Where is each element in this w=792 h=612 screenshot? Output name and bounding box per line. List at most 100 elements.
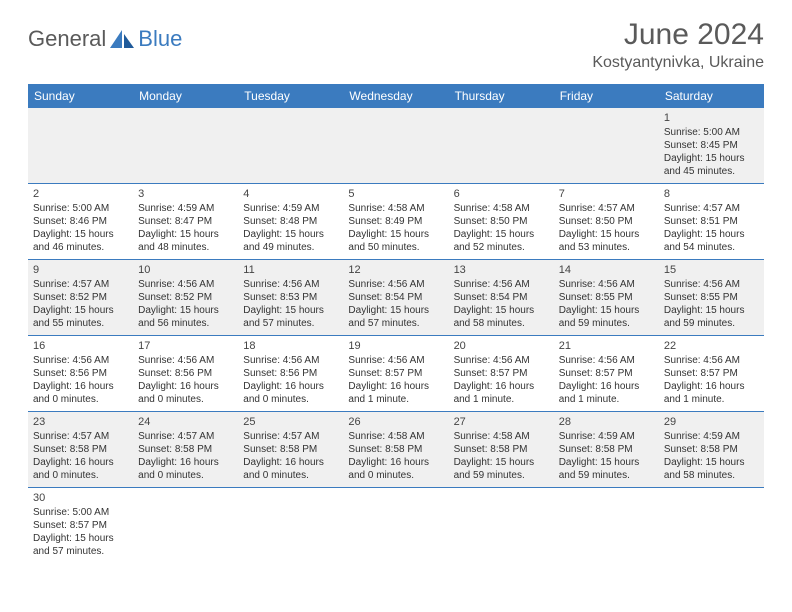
- sunrise-line: Sunrise: 5:00 AM: [33, 506, 128, 519]
- daylight-line: Daylight: 15 hours and 55 minutes.: [33, 304, 128, 330]
- calendar-day-cell: 12Sunrise: 4:56 AMSunset: 8:54 PMDayligh…: [343, 260, 448, 336]
- calendar-week-row: 2Sunrise: 5:00 AMSunset: 8:46 PMDaylight…: [28, 184, 764, 260]
- calendar-day-cell: 21Sunrise: 4:56 AMSunset: 8:57 PMDayligh…: [554, 336, 659, 412]
- daylight-line: Daylight: 16 hours and 0 minutes.: [33, 380, 128, 406]
- calendar-day-cell: 22Sunrise: 4:56 AMSunset: 8:57 PMDayligh…: [659, 336, 764, 412]
- sunset-line: Sunset: 8:57 PM: [348, 367, 443, 380]
- day-number: 14: [559, 263, 654, 277]
- day-number: 4: [243, 187, 338, 201]
- sunset-line: Sunset: 8:57 PM: [33, 519, 128, 532]
- sunset-line: Sunset: 8:52 PM: [138, 291, 233, 304]
- calendar-day-cell: 19Sunrise: 4:56 AMSunset: 8:57 PMDayligh…: [343, 336, 448, 412]
- sunset-line: Sunset: 8:51 PM: [664, 215, 759, 228]
- calendar-day-cell: 9Sunrise: 4:57 AMSunset: 8:52 PMDaylight…: [28, 260, 133, 336]
- daylight-line: Daylight: 16 hours and 0 minutes.: [243, 380, 338, 406]
- calendar-day-cell: 28Sunrise: 4:59 AMSunset: 8:58 PMDayligh…: [554, 412, 659, 488]
- day-number: 15: [664, 263, 759, 277]
- calendar-day-cell: 26Sunrise: 4:58 AMSunset: 8:58 PMDayligh…: [343, 412, 448, 488]
- sunrise-line: Sunrise: 4:59 AM: [559, 430, 654, 443]
- day-number: 3: [138, 187, 233, 201]
- daylight-line: Daylight: 16 hours and 1 minute.: [348, 380, 443, 406]
- daylight-line: Daylight: 15 hours and 52 minutes.: [454, 228, 549, 254]
- daylight-line: Daylight: 15 hours and 58 minutes.: [454, 304, 549, 330]
- sunset-line: Sunset: 8:58 PM: [559, 443, 654, 456]
- weekday-header-row: SundayMondayTuesdayWednesdayThursdayFrid…: [28, 84, 764, 108]
- daylight-line: Daylight: 15 hours and 54 minutes.: [664, 228, 759, 254]
- logo: General Blue: [28, 26, 182, 52]
- sunrise-line: Sunrise: 4:57 AM: [33, 430, 128, 443]
- sunrise-line: Sunrise: 4:56 AM: [454, 278, 549, 291]
- sunset-line: Sunset: 8:53 PM: [243, 291, 338, 304]
- day-number: 26: [348, 415, 443, 429]
- day-number: 13: [454, 263, 549, 277]
- sunrise-line: Sunrise: 4:59 AM: [664, 430, 759, 443]
- sunset-line: Sunset: 8:50 PM: [454, 215, 549, 228]
- calendar-empty-cell: [449, 488, 554, 564]
- weekday-header: Saturday: [659, 84, 764, 108]
- sunrise-line: Sunrise: 4:57 AM: [664, 202, 759, 215]
- calendar-empty-cell: [343, 108, 448, 184]
- calendar-day-cell: 7Sunrise: 4:57 AMSunset: 8:50 PMDaylight…: [554, 184, 659, 260]
- location-label: Kostyantynivka, Ukraine: [592, 54, 764, 72]
- sunrise-line: Sunrise: 4:57 AM: [138, 430, 233, 443]
- calendar-week-row: 1Sunrise: 5:00 AMSunset: 8:45 PMDaylight…: [28, 108, 764, 184]
- day-number: 20: [454, 339, 549, 353]
- sunrise-line: Sunrise: 4:56 AM: [33, 354, 128, 367]
- calendar-empty-cell: [238, 108, 343, 184]
- daylight-line: Daylight: 15 hours and 45 minutes.: [664, 152, 759, 178]
- sunrise-line: Sunrise: 4:58 AM: [454, 202, 549, 215]
- sunrise-line: Sunrise: 4:58 AM: [348, 430, 443, 443]
- weekday-header: Sunday: [28, 84, 133, 108]
- sunrise-line: Sunrise: 4:59 AM: [243, 202, 338, 215]
- day-number: 22: [664, 339, 759, 353]
- calendar-empty-cell: [449, 108, 554, 184]
- calendar-day-cell: 2Sunrise: 5:00 AMSunset: 8:46 PMDaylight…: [28, 184, 133, 260]
- day-number: 19: [348, 339, 443, 353]
- calendar-day-cell: 27Sunrise: 4:58 AMSunset: 8:58 PMDayligh…: [449, 412, 554, 488]
- calendar-week-row: 30Sunrise: 5:00 AMSunset: 8:57 PMDayligh…: [28, 488, 764, 564]
- sunset-line: Sunset: 8:55 PM: [664, 291, 759, 304]
- daylight-line: Daylight: 15 hours and 59 minutes.: [559, 304, 654, 330]
- day-number: 30: [33, 491, 128, 505]
- daylight-line: Daylight: 16 hours and 0 minutes.: [348, 456, 443, 482]
- calendar-day-cell: 29Sunrise: 4:59 AMSunset: 8:58 PMDayligh…: [659, 412, 764, 488]
- sunset-line: Sunset: 8:58 PM: [454, 443, 549, 456]
- sunset-line: Sunset: 8:54 PM: [454, 291, 549, 304]
- day-number: 1: [664, 111, 759, 125]
- sunrise-line: Sunrise: 4:59 AM: [138, 202, 233, 215]
- day-number: 11: [243, 263, 338, 277]
- day-number: 8: [664, 187, 759, 201]
- sunrise-line: Sunrise: 4:56 AM: [243, 278, 338, 291]
- calendar-empty-cell: [28, 108, 133, 184]
- daylight-line: Daylight: 16 hours and 1 minute.: [664, 380, 759, 406]
- daylight-line: Daylight: 16 hours and 0 minutes.: [138, 456, 233, 482]
- sunset-line: Sunset: 8:56 PM: [243, 367, 338, 380]
- sunset-line: Sunset: 8:58 PM: [348, 443, 443, 456]
- day-number: 24: [138, 415, 233, 429]
- sunrise-line: Sunrise: 4:57 AM: [243, 430, 338, 443]
- calendar-week-row: 23Sunrise: 4:57 AMSunset: 8:58 PMDayligh…: [28, 412, 764, 488]
- sunset-line: Sunset: 8:48 PM: [243, 215, 338, 228]
- day-number: 27: [454, 415, 549, 429]
- calendar-empty-cell: [238, 488, 343, 564]
- sunrise-line: Sunrise: 4:56 AM: [454, 354, 549, 367]
- daylight-line: Daylight: 15 hours and 49 minutes.: [243, 228, 338, 254]
- daylight-line: Daylight: 15 hours and 58 minutes.: [664, 456, 759, 482]
- sunrise-line: Sunrise: 4:56 AM: [664, 278, 759, 291]
- calendar-day-cell: 14Sunrise: 4:56 AMSunset: 8:55 PMDayligh…: [554, 260, 659, 336]
- calendar-day-cell: 25Sunrise: 4:57 AMSunset: 8:58 PMDayligh…: [238, 412, 343, 488]
- sunset-line: Sunset: 8:56 PM: [138, 367, 233, 380]
- sunset-line: Sunset: 8:55 PM: [559, 291, 654, 304]
- calendar-empty-cell: [659, 488, 764, 564]
- sunset-line: Sunset: 8:45 PM: [664, 139, 759, 152]
- sunrise-line: Sunrise: 5:00 AM: [664, 126, 759, 139]
- header: General Blue June 2024 Kostyantynivka, U…: [28, 18, 764, 72]
- sunset-line: Sunset: 8:58 PM: [33, 443, 128, 456]
- day-number: 25: [243, 415, 338, 429]
- calendar-day-cell: 17Sunrise: 4:56 AMSunset: 8:56 PMDayligh…: [133, 336, 238, 412]
- daylight-line: Daylight: 15 hours and 59 minutes.: [664, 304, 759, 330]
- calendar-empty-cell: [133, 108, 238, 184]
- sunset-line: Sunset: 8:47 PM: [138, 215, 233, 228]
- calendar-week-row: 16Sunrise: 4:56 AMSunset: 8:56 PMDayligh…: [28, 336, 764, 412]
- calendar-empty-cell: [343, 488, 448, 564]
